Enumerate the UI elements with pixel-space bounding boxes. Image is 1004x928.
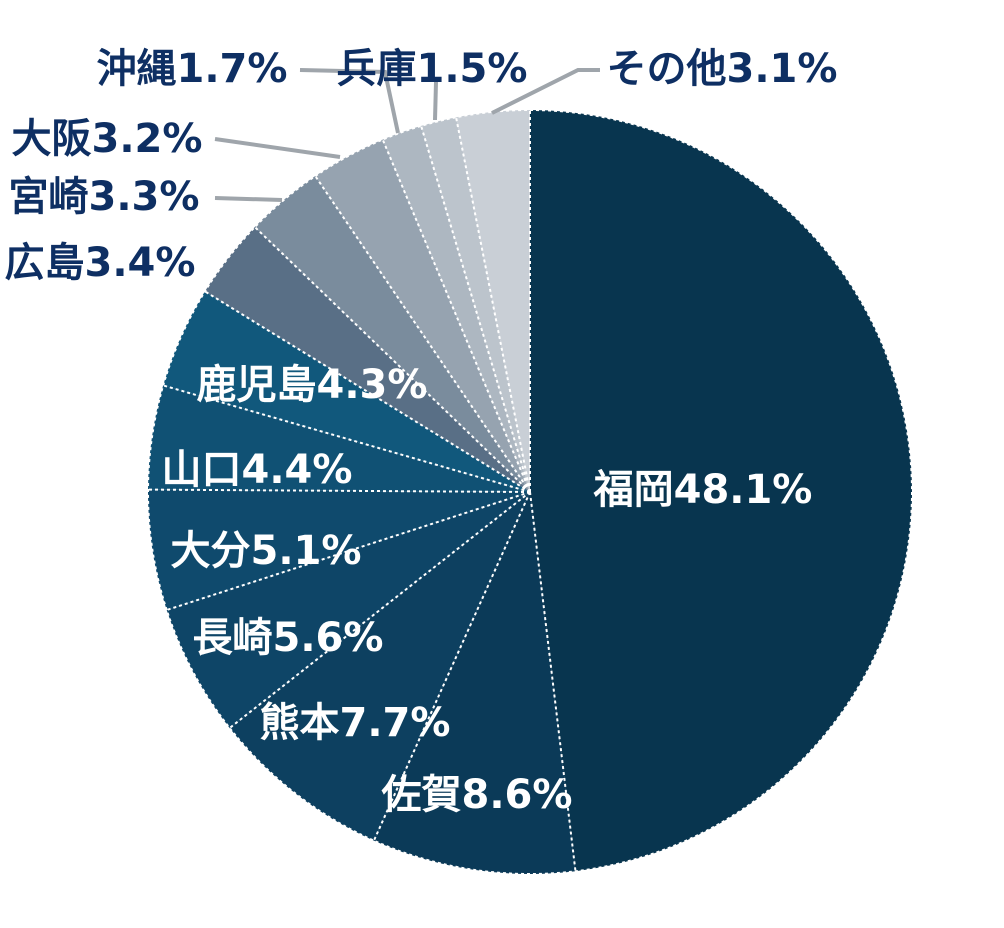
pie-rim [147, 109, 913, 875]
leader-line-13 [491, 68, 600, 115]
slice-separator [166, 491, 531, 611]
pie-slice-3 [229, 492, 530, 841]
slice-separator [314, 175, 531, 493]
pie-slice-5 [148, 489, 530, 611]
slice-separator [148, 488, 531, 493]
slice-separator [254, 226, 531, 493]
pie-slice-4 [166, 492, 530, 729]
slice-label-2: 佐賀8.6% [381, 772, 573, 818]
slice-label-1: 福岡48.1% [593, 467, 813, 513]
slice-label-9: 宮崎3.3% [9, 174, 200, 220]
pie-slice-11 [382, 125, 530, 493]
slice-label-5: 大分5.1% [171, 528, 362, 574]
leader-line-10 [214, 137, 341, 159]
leader-line-11 [299, 68, 400, 134]
slice-separator [529, 491, 577, 872]
leader-lines [214, 68, 600, 202]
slice-separator [381, 139, 531, 493]
slice-labels: 福岡48.1% 佐賀8.6% 熊本7.7% 長崎5.6% 大分5.1% 山口4.4% 鹿児島… [5, 46, 838, 818]
slice-label-6: 山口4.4% [162, 447, 353, 493]
slice-separator [455, 117, 531, 493]
slice-label-7: 鹿児島4.3% [197, 362, 428, 408]
pie-slice-7 [163, 291, 530, 492]
slice-label-10: 大阪3.2% [12, 116, 203, 162]
slice-separator [229, 491, 531, 729]
pie-slice-6 [148, 385, 530, 492]
slice-separator [420, 125, 531, 493]
pie-slice-8 [204, 227, 530, 492]
slice-label-11: 沖縄1.7% [97, 46, 288, 92]
slice-label-4: 長崎5.6% [193, 615, 384, 661]
pie-slice-10 [315, 139, 530, 493]
slice-separator [162, 384, 531, 493]
pie-slice-1 [530, 110, 912, 872]
leader-line-9 [214, 196, 283, 202]
slice-label-12: 兵庫1.5% [337, 46, 528, 92]
slice-separators [148, 110, 577, 872]
slice-separator [372, 491, 531, 842]
slice-label-3: 熊本7.7% [260, 700, 451, 746]
leader-line-12 [433, 81, 438, 121]
slice-separator [204, 290, 531, 493]
pie-slice-2 [373, 492, 576, 874]
slice-label-13: その他3.1% [607, 46, 838, 92]
pie-slice-9 [254, 176, 530, 492]
slice-label-8: 広島3.4% [5, 240, 196, 286]
